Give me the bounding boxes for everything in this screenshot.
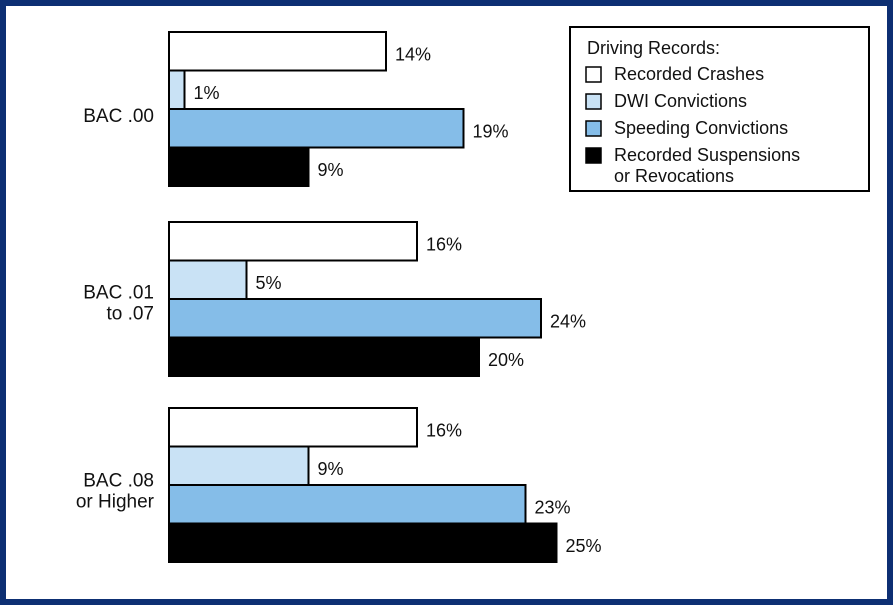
bar — [168, 259, 248, 300]
data-label: 14% — [395, 45, 431, 65]
bar — [168, 31, 387, 72]
legend-swatch — [585, 147, 602, 164]
bar — [168, 146, 310, 187]
legend-entry: Recorded Suspensions or Revocations — [614, 145, 800, 186]
category-label: BAC .08 or Higher — [76, 471, 155, 513]
bar — [168, 298, 542, 339]
legend-box — [569, 26, 870, 192]
bar-chart: 14% 1% 19% 9% BAC .00 16% 5% 24% 20% BAC .01 to .0… — [76, 26, 870, 563]
legend-swatch — [585, 66, 602, 83]
data-label: 9% — [318, 160, 344, 180]
data-label: 1% — [194, 83, 220, 103]
data-label: 9% — [318, 459, 344, 479]
legend-entry: Speeding Convictions — [614, 118, 788, 138]
category-label: BAC .00 — [83, 106, 154, 127]
legend-swatch — [585, 93, 602, 110]
data-label: 16% — [426, 235, 462, 255]
legend-swatch — [585, 120, 602, 137]
bar — [168, 221, 418, 262]
legend-title: Driving Records: — [587, 38, 720, 58]
bar — [168, 69, 186, 110]
bar — [168, 336, 480, 377]
bar — [168, 445, 310, 486]
legend: Driving Records: Recorded Crashes DWI Conv… — [569, 26, 870, 192]
bars-layer — [168, 31, 558, 563]
data-label: 20% — [488, 350, 524, 370]
bar — [168, 522, 558, 563]
data-label: 24% — [550, 312, 586, 332]
chart-panel: 14% 1% 19% 9% BAC .00 16% 5% 24% 20% BAC .01 to .0… — [6, 6, 887, 599]
data-label: 25% — [566, 536, 602, 556]
labels-layer: 14% 1% 19% 9% BAC .00 16% 5% 24% 20% BAC .01 to .0… — [76, 45, 602, 557]
bar — [168, 407, 418, 448]
bar — [168, 484, 527, 525]
data-label: 19% — [473, 122, 509, 142]
category-label: BAC .01 to .07 — [83, 283, 154, 325]
data-label: 16% — [426, 421, 462, 441]
data-label: 5% — [256, 273, 282, 293]
data-label: 23% — [535, 498, 571, 518]
bar — [168, 108, 465, 149]
legend-entry: DWI Convictions — [614, 91, 747, 111]
legend-entry: Recorded Crashes — [614, 64, 764, 84]
